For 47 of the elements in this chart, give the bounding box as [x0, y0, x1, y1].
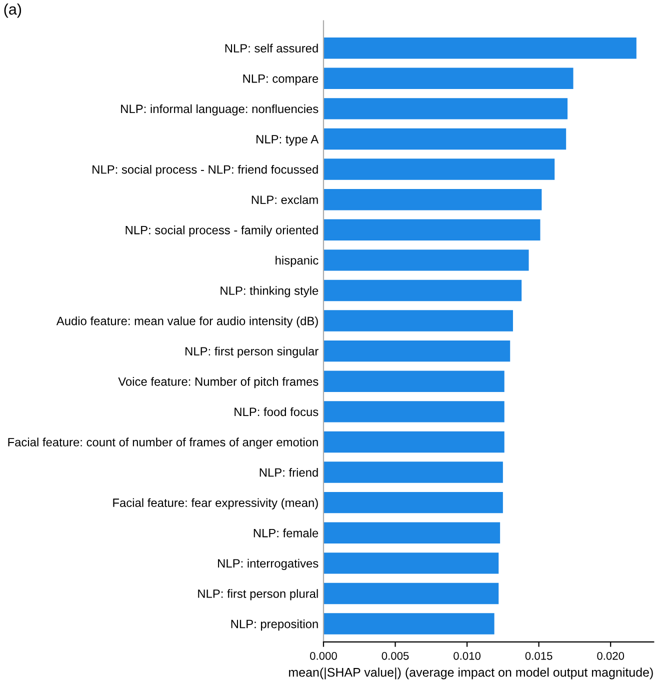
bar: [323, 401, 504, 422]
bar: [323, 98, 568, 120]
bar: [323, 340, 510, 362]
text: (a): [4, 3, 22, 18]
x-axis-title: mean(|SHAP value|) (average impact on model output magnitude): [289, 668, 653, 680]
bar: [323, 431, 504, 453]
x-tick-label: 0.020: [597, 652, 624, 660]
y-tick-label: NLP: food focus: [234, 407, 318, 416]
y-tick-label: Voice feature: Number of pitch frames: [118, 377, 318, 388]
bar: [323, 522, 500, 544]
y-tick-label: NLP: exclam: [252, 195, 318, 204]
y-tick-label: NLP: preposition: [231, 619, 318, 631]
y-tick-label: NLP: type A: [256, 135, 319, 146]
bar: [323, 370, 504, 392]
x-tick-label: 0.005: [382, 652, 409, 660]
y-tick-label: Audio feature: mean value for audio intensity (dB): [56, 316, 318, 328]
bar: [323, 37, 636, 59]
bar: [323, 158, 555, 180]
bar: [323, 219, 540, 240]
y-tick-label: Facial feature: fear expressivity (mean): [113, 498, 318, 510]
bar: [323, 188, 542, 210]
y-tick-label: NLP: compare: [243, 74, 318, 86]
y-tick-label: Facial feature: count of number of frames of anger emotion: [8, 438, 318, 449]
y-tick-label: NLP: thinking style: [220, 286, 318, 298]
y-tick-label: NLP: self assured: [225, 44, 318, 53]
bar: [323, 250, 529, 271]
x-tick-label: 0.015: [525, 652, 552, 660]
x-tick-label: 0.000: [310, 652, 337, 660]
bar: [323, 582, 499, 604]
y-tick-label: NLP: first person singular: [186, 346, 318, 358]
bar: [323, 310, 513, 332]
bar: [323, 613, 494, 634]
bar: [323, 68, 574, 89]
y-tick-label: NLP: informal language: nonfluencies: [121, 104, 318, 116]
bar: [323, 552, 499, 574]
bar: [323, 492, 503, 514]
y-tick-label: NLP: female: [254, 528, 318, 538]
bar: [323, 462, 503, 483]
bar: [323, 280, 522, 302]
bar: [323, 128, 566, 150]
y-tick-label: NLP: friend: [260, 468, 318, 477]
y-tick-label: NLP: social process - family oriented: [126, 226, 318, 237]
y-tick-label: NLP: interrogatives: [218, 558, 318, 570]
x-tick-label: 0.010: [454, 652, 481, 660]
y-tick-label: hispanic: [276, 256, 318, 267]
y-tick-label: NLP: social process - NLP: friend focussed: [92, 164, 318, 176]
y-tick-label: NLP: first person plural: [198, 589, 318, 600]
